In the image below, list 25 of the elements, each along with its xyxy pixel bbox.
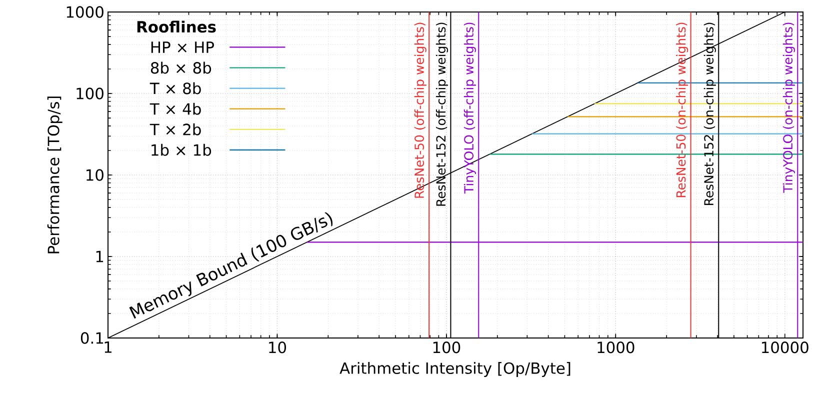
x-tick-label: 10 xyxy=(269,342,286,354)
ref-line-label: ResNet-152 (off-chip weights) xyxy=(436,22,448,206)
legend-label: T × 4b xyxy=(150,102,201,115)
ref-line-label: TinyYOLO (on-chip weights) xyxy=(782,22,795,193)
legend-label: 1b × 1b xyxy=(152,144,212,156)
legend-label: T × 2b xyxy=(150,123,201,136)
x-tick-label: 1 xyxy=(104,342,112,353)
x-tick-label: 10000 xyxy=(762,342,808,354)
y-tick-label: 1000 xyxy=(66,6,104,18)
ref-line-label: ResNet-152 (on-chip weights) xyxy=(704,22,716,206)
legend-label: T × 8b xyxy=(150,82,201,94)
x-tick-label: 1000 xyxy=(598,342,634,354)
legend-label: 8b × 8b xyxy=(150,62,212,74)
y-tick-label: 10 xyxy=(86,169,104,181)
x-tick-label: 100 xyxy=(433,342,460,354)
legend-label: HP × HP xyxy=(151,42,214,53)
legend-title: Rooflines xyxy=(137,20,216,33)
x-axis-title: Arithmetic Intensity [Op/Byte] xyxy=(340,362,570,377)
y-tick-label: 100 xyxy=(76,88,104,100)
ref-line-label: TinyYOLO (off-chip weights) xyxy=(464,22,476,194)
y-tick-label: 0.1 xyxy=(80,332,104,344)
ref-line-label: ResNet-50 (off-chip weights) xyxy=(414,22,426,198)
ref-line-label: ResNet-50 (on-chip weights) xyxy=(676,22,688,198)
y-tick-label: 1 xyxy=(96,250,104,262)
y-axis-title: Performance [TOp/s] xyxy=(47,96,62,254)
